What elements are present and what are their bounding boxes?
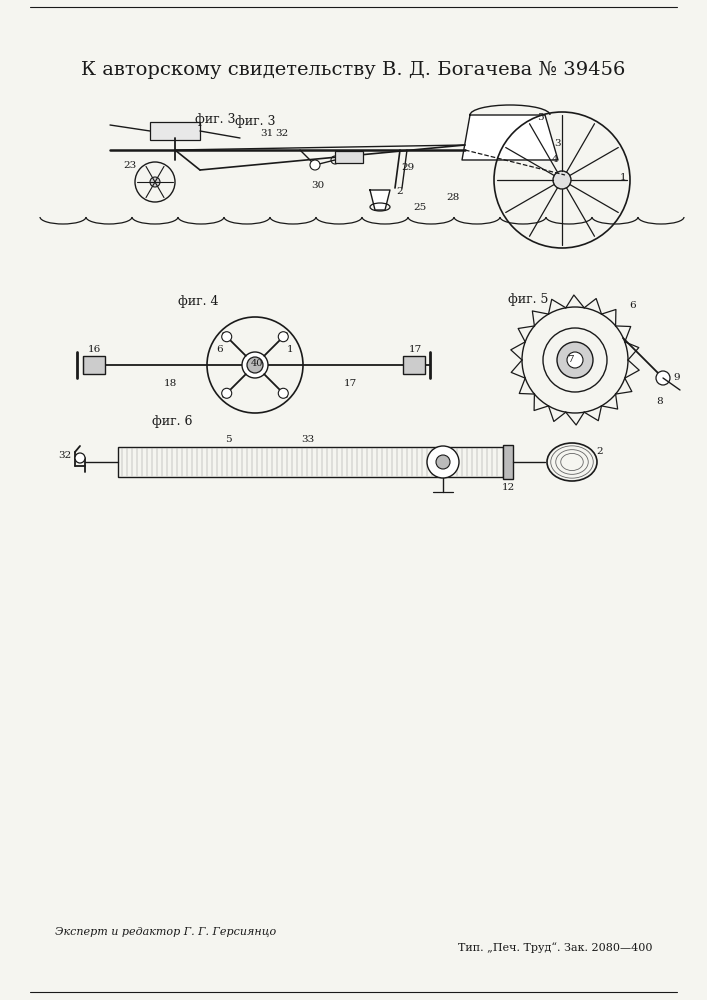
- Text: 4: 4: [551, 155, 559, 164]
- Text: Эксперт и редактор Г. Г. Герсиянцо: Эксперт и редактор Г. Г. Герсиянцо: [55, 927, 276, 937]
- Text: 2: 2: [397, 188, 403, 196]
- Text: 32: 32: [59, 452, 71, 460]
- Circle shape: [222, 332, 232, 342]
- Text: 28: 28: [446, 194, 460, 202]
- Polygon shape: [462, 115, 558, 160]
- Bar: [83, 356, 105, 374]
- Bar: [335, 151, 363, 163]
- Circle shape: [247, 357, 263, 373]
- Text: 6: 6: [630, 300, 636, 310]
- Circle shape: [553, 171, 571, 189]
- Circle shape: [567, 352, 583, 368]
- Text: 8: 8: [657, 397, 663, 406]
- Bar: [403, 356, 425, 374]
- Text: 30: 30: [311, 180, 325, 190]
- Text: 18: 18: [163, 378, 177, 387]
- Circle shape: [310, 160, 320, 170]
- Text: 16: 16: [88, 344, 100, 354]
- Text: 23: 23: [124, 160, 136, 169]
- Circle shape: [656, 371, 670, 385]
- Text: Тип. „Печ. Труд“. Зак. 2080—400: Тип. „Печ. Труд“. Зак. 2080—400: [457, 943, 652, 953]
- Text: 5: 5: [225, 436, 231, 444]
- Text: 2: 2: [597, 448, 603, 456]
- Circle shape: [279, 388, 288, 398]
- Text: 9: 9: [674, 373, 680, 382]
- Text: 29: 29: [402, 163, 414, 172]
- Text: 25: 25: [414, 202, 426, 212]
- Text: 1: 1: [286, 346, 293, 355]
- Text: 17: 17: [344, 378, 356, 387]
- Text: 7: 7: [567, 356, 573, 364]
- Text: фиг. 6: фиг. 6: [152, 416, 192, 428]
- Bar: [118, 447, 503, 477]
- Polygon shape: [370, 190, 390, 210]
- Circle shape: [75, 453, 85, 463]
- Text: фиг. 5: фиг. 5: [508, 294, 549, 306]
- Text: 40: 40: [251, 359, 263, 367]
- Text: фиг. 4: фиг. 4: [178, 296, 218, 308]
- Text: фиг. 3: фиг. 3: [235, 115, 275, 128]
- Text: 1: 1: [620, 174, 626, 182]
- Circle shape: [557, 342, 593, 378]
- Text: 12: 12: [501, 484, 515, 492]
- Circle shape: [436, 455, 450, 469]
- Circle shape: [279, 332, 288, 342]
- Text: 33: 33: [301, 436, 315, 444]
- Bar: [503, 445, 513, 479]
- Text: 3: 3: [555, 138, 561, 147]
- Text: 5: 5: [537, 113, 543, 122]
- Text: 6: 6: [216, 346, 223, 355]
- Text: 32: 32: [275, 128, 288, 137]
- Text: 31: 31: [260, 128, 274, 137]
- Circle shape: [222, 388, 232, 398]
- Bar: [150, 122, 200, 140]
- Circle shape: [427, 446, 459, 478]
- Text: 17: 17: [409, 344, 421, 354]
- Circle shape: [242, 352, 268, 378]
- Text: фиг. 3: фиг. 3: [194, 113, 235, 126]
- Text: К авторскому свидетельству В. Д. Богачева № 39456: К авторскому свидетельству В. Д. Богачев…: [81, 61, 625, 79]
- Circle shape: [150, 177, 160, 187]
